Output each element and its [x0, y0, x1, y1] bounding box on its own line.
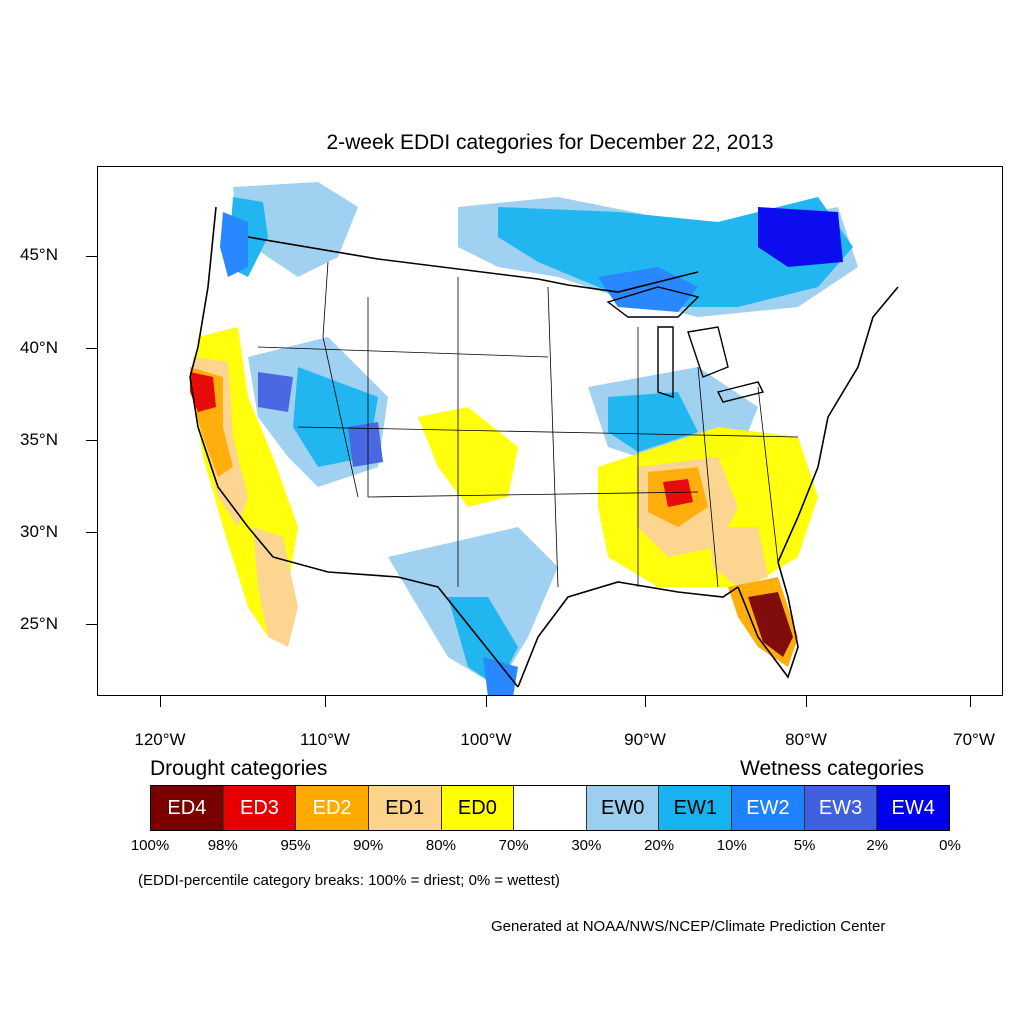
lakes	[606, 286, 765, 403]
lon-tick	[486, 696, 487, 707]
gulf-coast	[517, 581, 739, 688]
credit-text: Generated at NOAA/NWS/NCEP/Climate Predi…	[491, 918, 886, 935]
dry-area-georgia	[708, 527, 768, 587]
lon-label-100: 100°W	[460, 730, 512, 749]
legend-break-label: 5%	[793, 837, 816, 854]
lake-superior	[606, 286, 700, 318]
wet-area-northwest	[233, 182, 358, 277]
borders	[189, 206, 899, 688]
legend-break-label: 70%	[498, 837, 529, 854]
drought-areas	[190, 327, 818, 667]
lat-label-30: 30°N	[20, 522, 58, 541]
dry-area-southern-plains	[418, 407, 518, 507]
lat-tick	[86, 532, 97, 533]
wetness-categories-heading: Wetness categories	[740, 757, 925, 780]
dry-area-ca-extreme	[190, 372, 216, 412]
legend-swatch-ew4: EW4	[877, 786, 950, 830]
lat-tick	[86, 440, 97, 441]
lon-tick	[806, 696, 807, 707]
wet-area-colorado-core	[348, 422, 383, 467]
lat-tick	[86, 256, 97, 257]
legend-break-label: 2%	[866, 837, 889, 854]
lon-label-80: 80°W	[785, 730, 827, 749]
legend-break-label: 20%	[644, 837, 675, 854]
lake-michigan	[657, 326, 674, 398]
east-coast	[777, 286, 899, 563]
lon-tick	[645, 696, 646, 707]
map-title: 2-week EDDI categories for December 22, …	[326, 131, 774, 154]
legend-swatch-ed1: ED1	[368, 786, 442, 830]
legend-swatch-ed0: ED0	[441, 786, 515, 830]
legend-footnote: (EDDI-percentile category breaks: 100% =…	[138, 872, 560, 889]
wet-area-nw-deep	[220, 212, 248, 277]
legend-break-label: 10%	[716, 837, 747, 854]
mexico-border	[272, 556, 519, 688]
drought-categories-heading: Drought categories	[150, 757, 328, 780]
legend-swatch-normal	[514, 786, 587, 830]
legend-break-label: 100%	[130, 837, 170, 854]
state-lines	[257, 261, 799, 588]
legend-swatch-ew0: EW0	[586, 786, 660, 830]
legend-break-label: 95%	[280, 837, 311, 854]
lat-label-45: 45°N	[20, 245, 58, 264]
eddi-map	[97, 166, 1003, 696]
map-canvas	[189, 182, 899, 695]
lon-tick	[970, 696, 971, 707]
legend-swatch-ed4: ED4	[151, 786, 224, 830]
lon-label-70: 70°W	[953, 730, 995, 749]
legend-break-label: 90%	[353, 837, 384, 854]
wet-area-texas-coast	[483, 657, 518, 695]
legend-swatch-ew1: EW1	[659, 786, 733, 830]
legend-break-label: 80%	[425, 837, 456, 854]
wet-area-quebec-core	[758, 207, 843, 267]
wet-area-nevada-core	[258, 372, 293, 412]
florida-coast	[737, 561, 799, 679]
lat-tick	[86, 624, 97, 625]
legend-swatch-ew3: EW3	[804, 786, 878, 830]
lake-erie	[716, 381, 765, 403]
lat-label-25: 25°N	[20, 614, 58, 633]
west-coast	[189, 206, 274, 558]
dry-area-se-extreme	[663, 479, 693, 507]
lon-tick	[160, 696, 161, 707]
lat-tick	[86, 348, 97, 349]
lat-label-35: 35°N	[20, 430, 58, 449]
legend-swatch-ed2: ED2	[296, 786, 369, 830]
legend-swatch-ed3: ED3	[223, 786, 297, 830]
lake-huron	[687, 326, 729, 378]
lat-label-40: 40°N	[20, 338, 58, 357]
dry-area-baja	[253, 527, 298, 647]
legend-colorbar: ED4 ED3 ED2 ED1 ED0 EW0 EW1 EW2 EW3 EW4	[150, 785, 950, 831]
lon-label-120: 120°W	[134, 730, 186, 749]
lon-tick	[325, 696, 326, 707]
legend-break-label: 0%	[939, 837, 961, 854]
us-canada-border	[247, 236, 699, 293]
lon-label-110: 110°W	[300, 730, 350, 749]
dry-area-florida-extreme	[748, 592, 793, 657]
legend-break-label: 98%	[207, 837, 238, 854]
legend-break-label: 30%	[571, 837, 602, 854]
wet-area-indiana	[608, 392, 698, 452]
lon-label-90: 90°W	[624, 730, 666, 749]
legend-swatch-ew2: EW2	[732, 786, 805, 830]
